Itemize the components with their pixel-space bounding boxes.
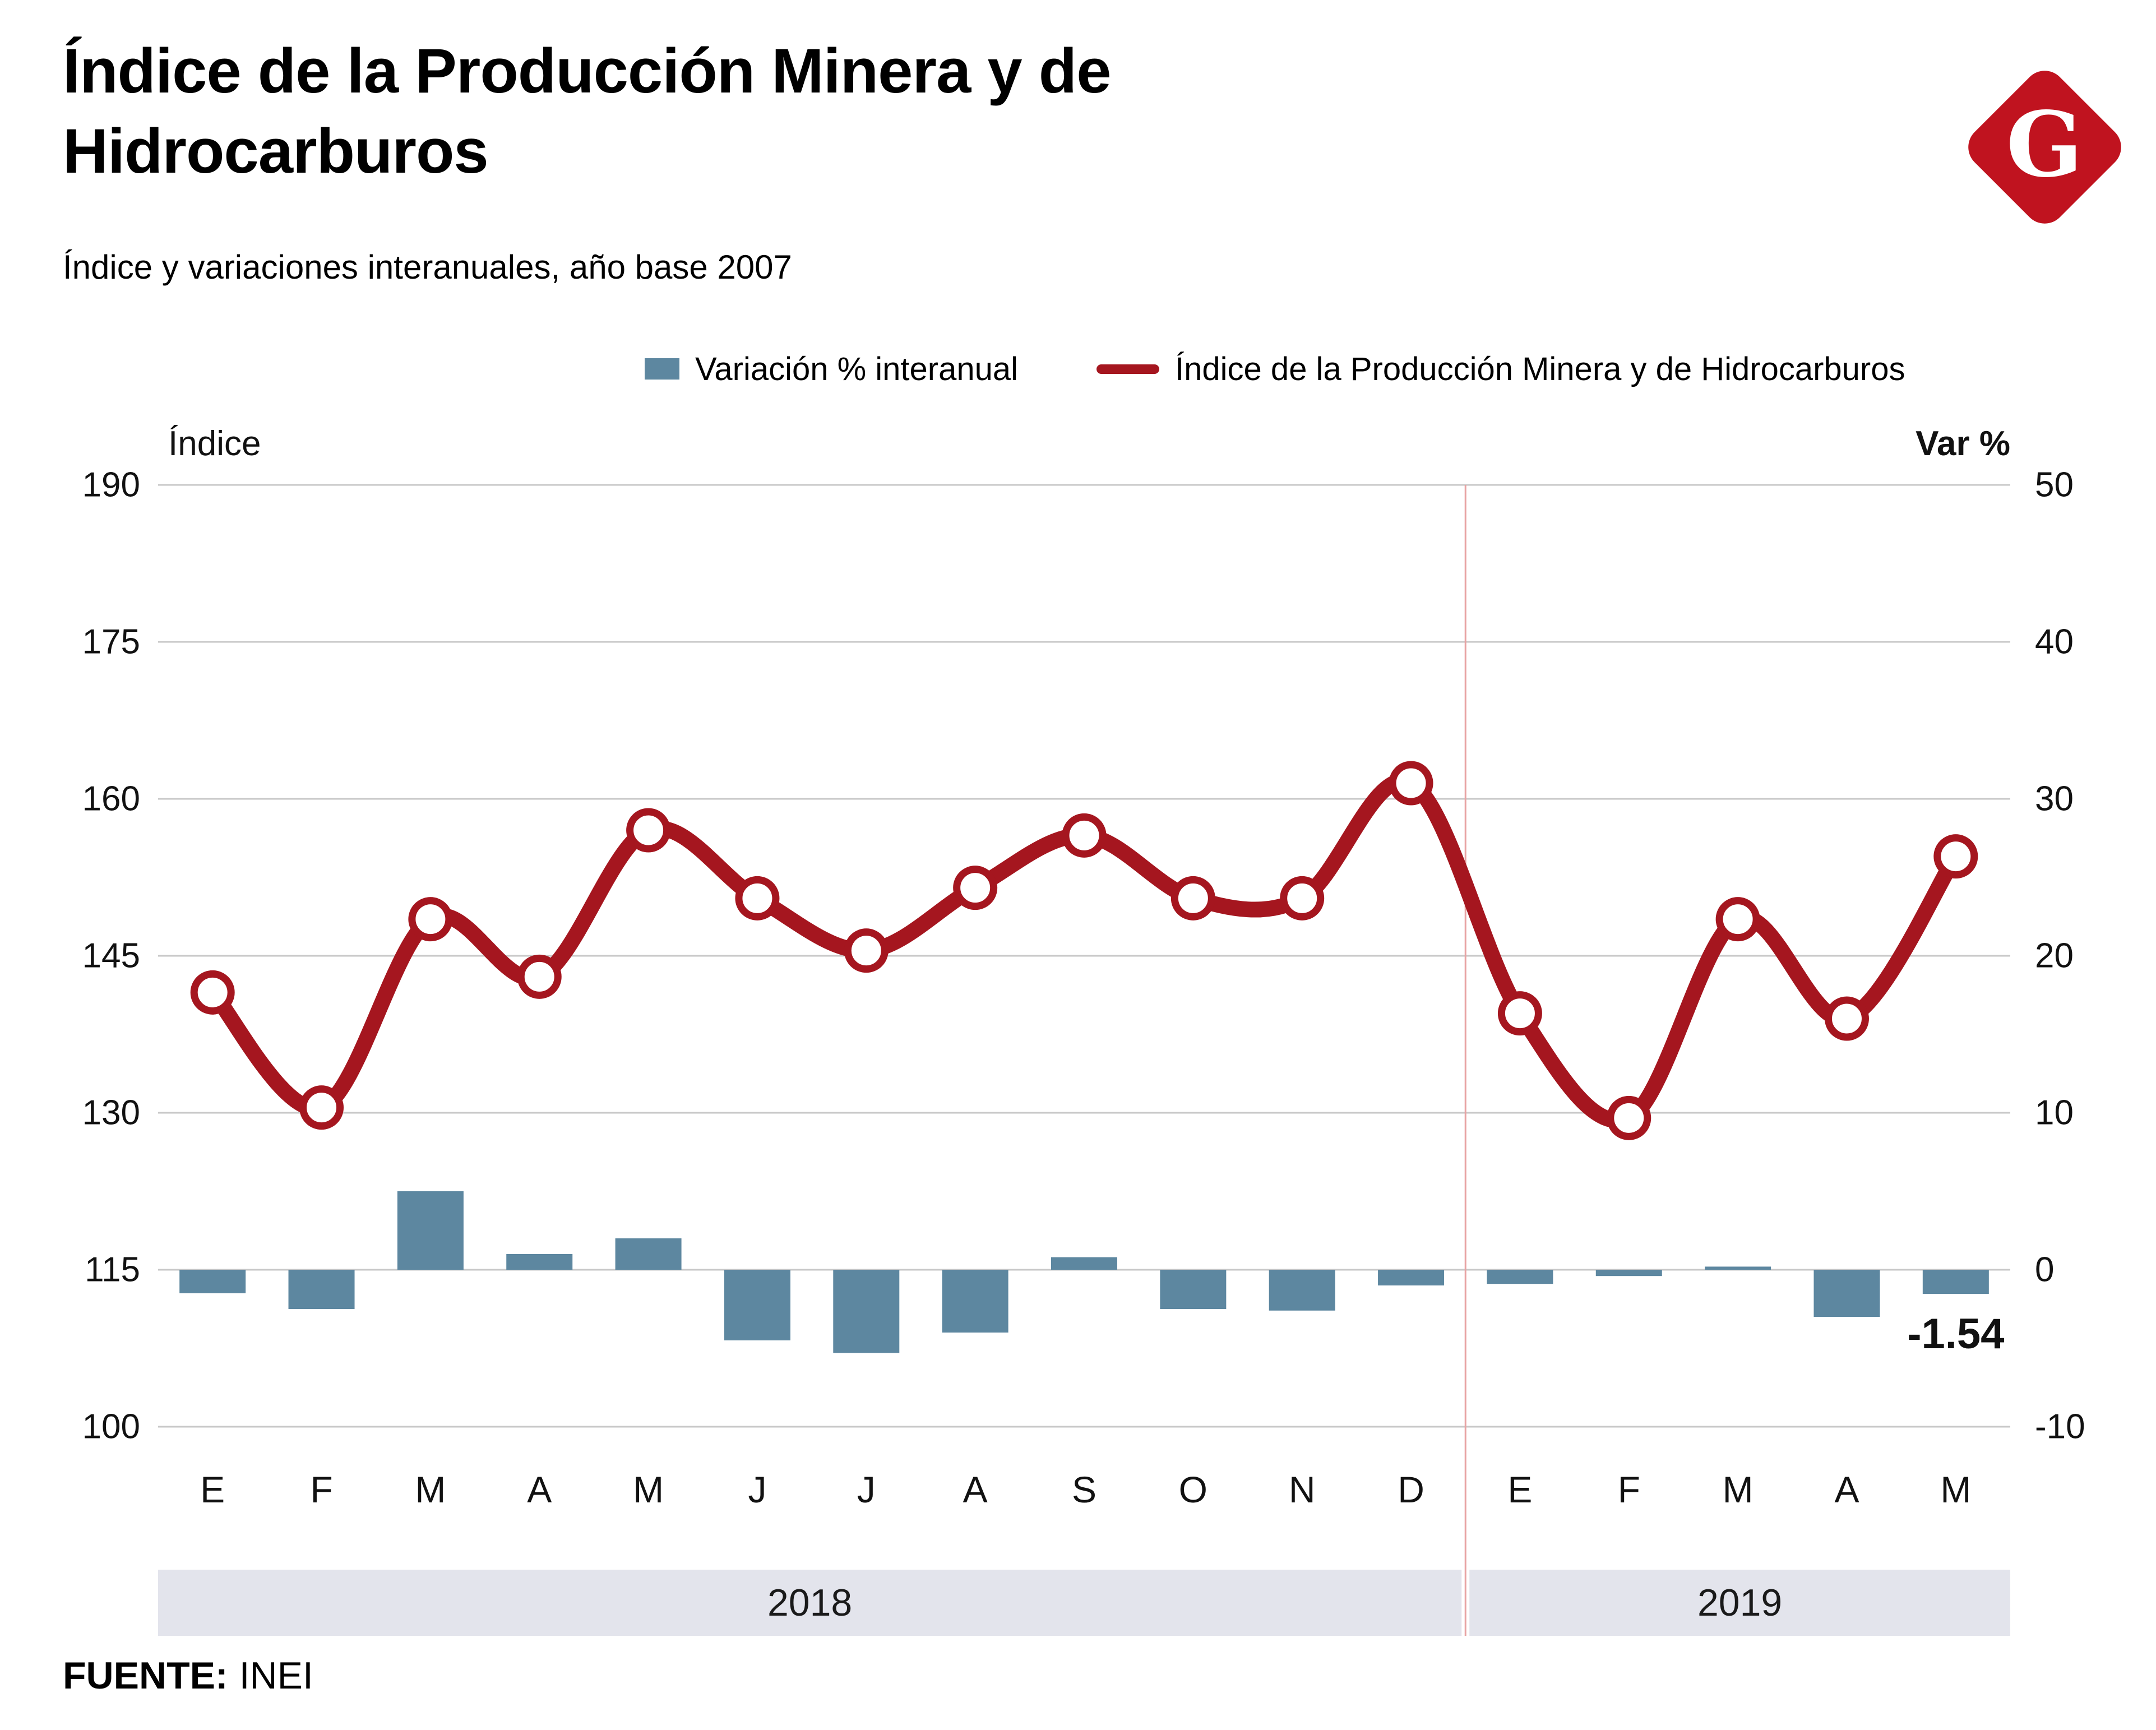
year-label: 2019 [1697,1581,1782,1624]
left-tick-label: 130 [82,1094,140,1132]
right-tick-label: 30 [2035,780,2074,818]
right-axis-title: Var % [1916,424,2010,463]
index-marker [1497,991,1542,1036]
var-bar [1051,1257,1117,1270]
source-label: FUENTE: [63,1654,228,1697]
index-marker [735,876,780,920]
left-axis-title: Índice [168,424,261,463]
month-label: E [200,1469,225,1510]
var-bar [1269,1270,1335,1311]
title-line-1: Índice de la Producción Minera y de [63,36,1111,106]
source-value: INEI [239,1654,313,1697]
left-tick-label: 145 [82,937,140,975]
right-tick-label: 10 [2035,1094,2074,1132]
left-tick-label: 115 [85,1251,140,1289]
month-label: M [633,1469,664,1510]
month-label: M [1723,1469,1754,1510]
var-bar [833,1270,900,1353]
month-label: S [1072,1469,1096,1510]
left-tick-label: 175 [82,623,140,662]
right-tick-label: 20 [2035,937,2074,975]
right-tick-label: 40 [2035,623,2074,662]
var-bar [1160,1270,1227,1309]
var-bar [397,1191,464,1270]
var-bar [724,1270,790,1340]
var-bar [942,1270,1008,1333]
index-marker [1824,996,1869,1041]
source-note: FUENTE: INEI [63,1654,313,1697]
month-label: A [1834,1469,1859,1510]
var-bar [1595,1270,1662,1276]
month-label: N [1289,1469,1316,1510]
right-tick-label: 0 [2035,1251,2054,1289]
legend-line-label: Índice de la Producción Minera y de Hidr… [1175,350,1905,387]
page-title: Índice de la Producción Minera y de Hidr… [63,31,1111,192]
index-marker [190,970,235,1015]
month-label: M [415,1469,446,1510]
logo-letter: G [2006,91,2083,197]
index-marker [953,866,998,910]
month-label: O [1179,1469,1207,1510]
index-marker [299,1085,344,1130]
index-marker [517,954,562,999]
month-label: F [310,1469,332,1510]
title-line-2: Hidrocarburos [63,116,489,187]
var-bar [288,1270,355,1309]
month-label: M [1940,1469,1971,1510]
index-marker [1715,897,1760,942]
index-marker [1170,876,1215,920]
var-bar [615,1238,682,1270]
var-bar [1705,1266,1771,1270]
index-marker [1933,834,1978,879]
var-bar [506,1254,573,1270]
index-marker [844,928,889,973]
var-bar [1922,1270,1989,1294]
month-label: A [963,1469,988,1510]
index-marker [626,808,671,853]
var-bar [179,1270,246,1293]
index-marker [1389,761,1433,806]
annotation-last-var: -1.54 [1907,1310,2004,1358]
legend-item-line: Índice de la Producción Minera y de Hidr… [1096,350,1905,388]
index-marker [1607,1095,1651,1140]
var-bar [1813,1270,1880,1317]
month-label: J [748,1469,766,1510]
right-tick-label: 50 [2035,466,2074,505]
index-marker [1280,876,1325,920]
index-line [205,773,1964,1128]
var-bar [1487,1270,1553,1284]
legend: Variación % interanual Índice de la Prod… [645,341,1905,397]
year-band [158,1570,1462,1636]
right-tick-label: -10 [2035,1408,2085,1446]
legend-line-swatch [1096,364,1160,374]
month-label: D [1398,1469,1424,1510]
left-tick-label: 100 [82,1408,140,1446]
legend-bar-label: Variación % interanual [695,350,1019,387]
legend-bar-swatch [645,358,679,380]
left-tick-label: 190 [82,466,140,505]
legend-item-bars: Variación % interanual [645,350,1018,388]
page-subtitle: Índice y variaciones interanuales, año b… [63,248,792,286]
index-marker [408,897,453,942]
left-tick-label: 160 [82,780,140,818]
year-band [1469,1570,2010,1636]
var-bar [1378,1270,1445,1285]
month-label: F [1618,1469,1640,1510]
month-label: J [857,1469,876,1510]
month-label: E [1507,1469,1532,1510]
year-label: 2018 [767,1581,852,1624]
month-label: A [527,1469,552,1510]
index-marker [1062,813,1107,858]
